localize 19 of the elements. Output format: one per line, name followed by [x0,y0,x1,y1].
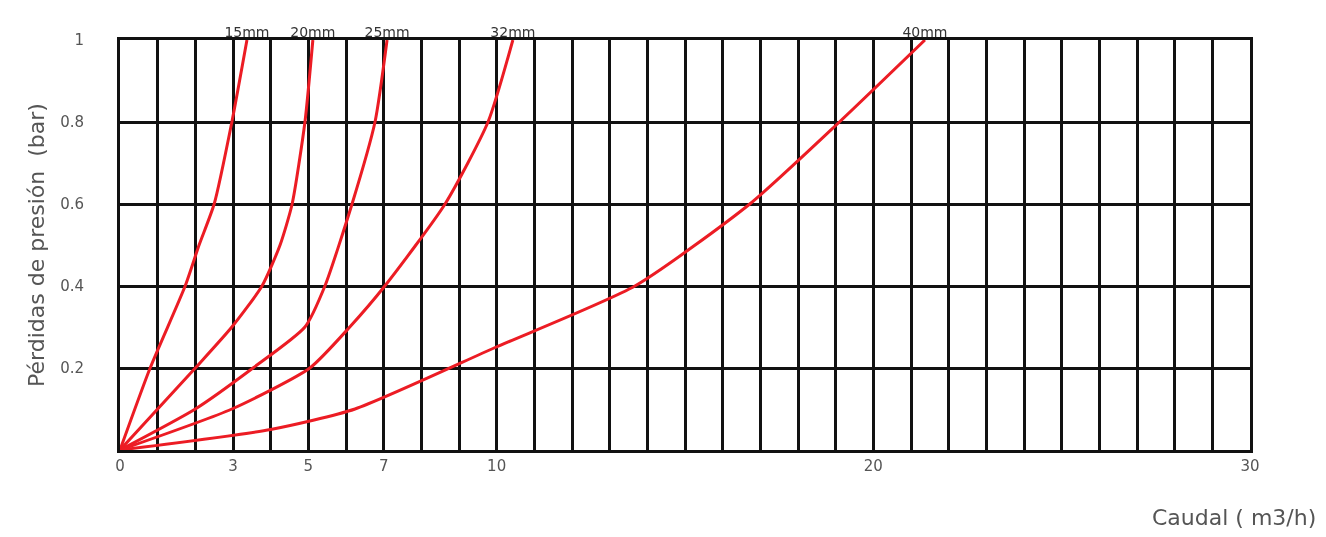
y-tick-label: 0.8 [60,113,84,132]
x-axis-title: Caudal ( m3/h) [1152,505,1317,530]
series-label: 15mm [224,23,270,40]
series-label: 40mm [902,23,948,40]
x-tick-label: 10 [487,457,507,475]
y-tick-label: 0.2 [60,359,84,378]
x-tick-label: 5 [303,457,314,475]
series-label: 25mm [364,23,410,40]
series-label: 20mm [290,23,336,40]
y-tick-label: 1 [74,31,84,50]
y-tick-label: 0.4 [60,277,84,296]
x-tick-label: 0 [115,457,125,475]
x-tick-label: 3 [228,457,238,475]
y-tick-label: 0.6 [60,195,84,214]
y-axis-title: Pérdidas de presión (bar) [23,103,49,387]
x-tick-label: 20 [863,457,883,475]
x-tick-label: 30 [1240,457,1260,475]
x-tick-label: 7 [378,457,389,475]
series-label: 32mm [490,23,536,40]
